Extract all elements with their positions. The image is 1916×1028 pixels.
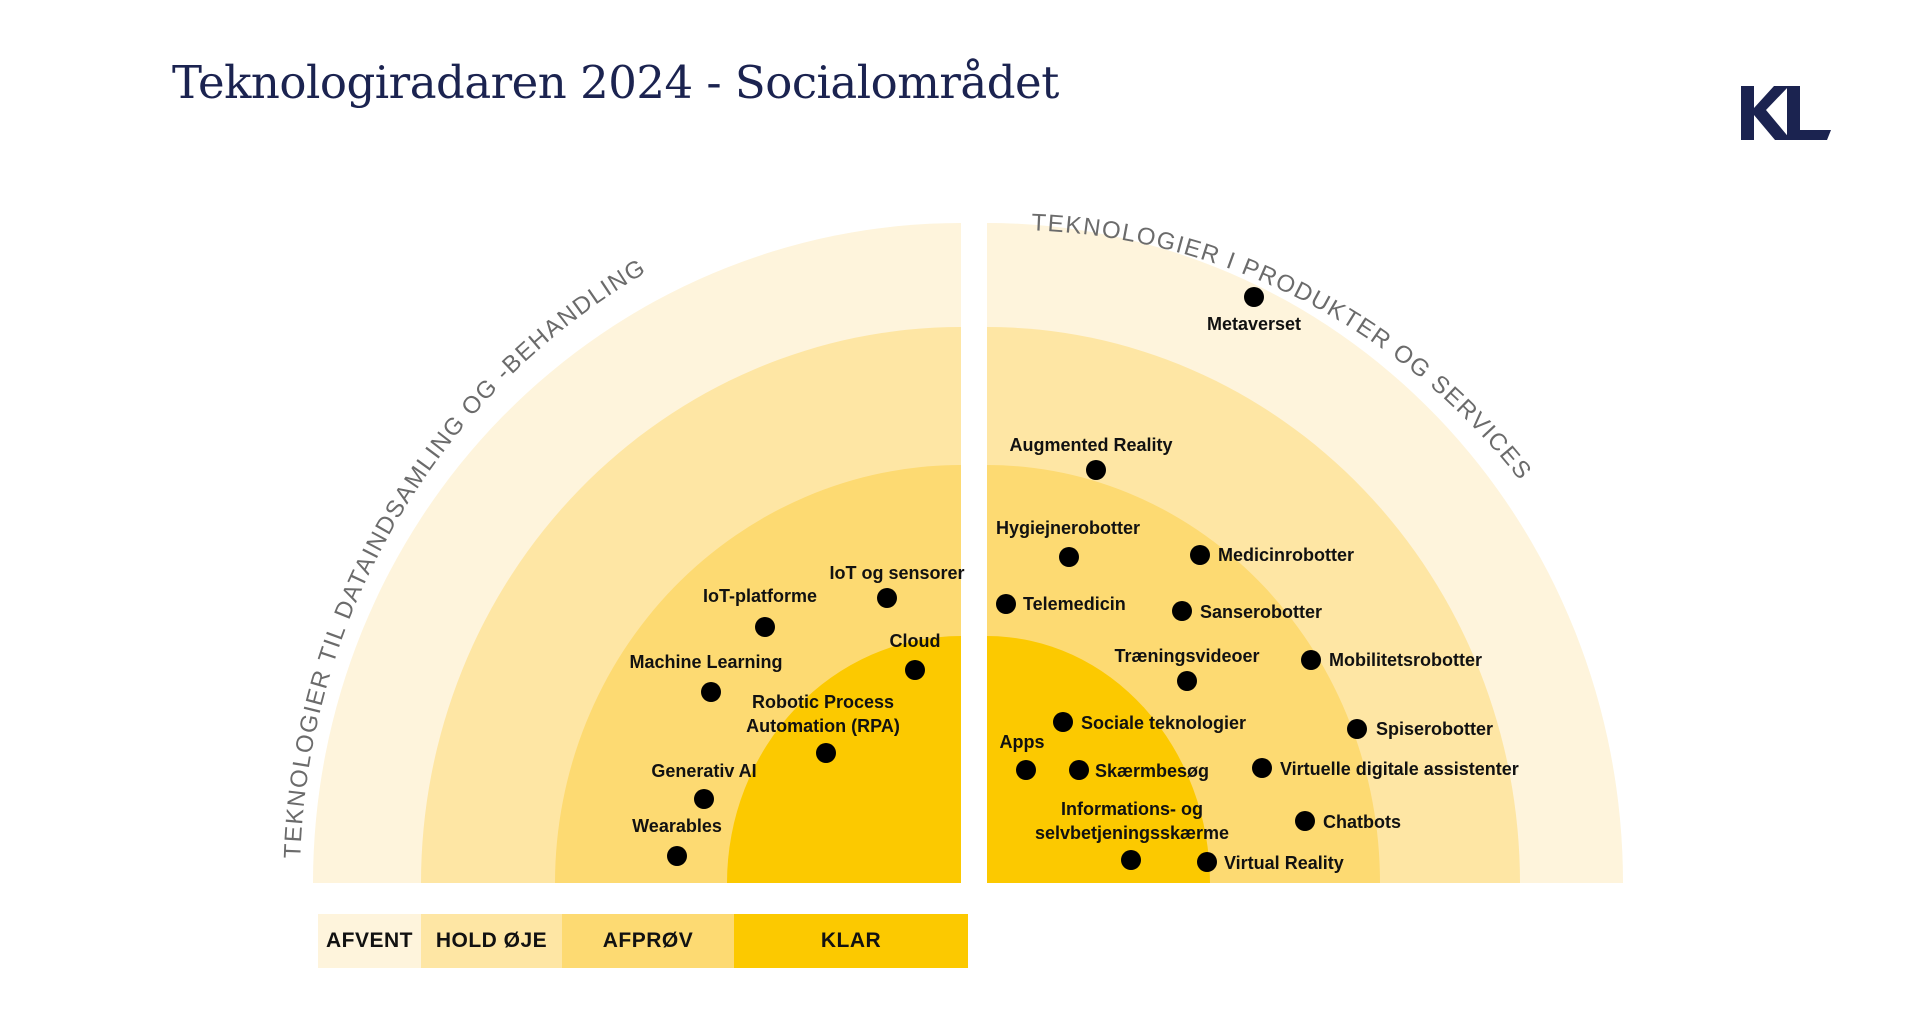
item-dot bbox=[1244, 287, 1264, 307]
logo-letter-l bbox=[1787, 86, 1831, 140]
radar-item: Virtual Reality bbox=[1197, 852, 1344, 873]
item-label: Sanserobotter bbox=[1200, 602, 1322, 622]
radar-item: Medicinrobotter bbox=[1190, 545, 1354, 565]
item-label: Machine Learning bbox=[629, 652, 782, 672]
radar-item: Spiserobotter bbox=[1347, 719, 1493, 739]
radar-item: Metaverset bbox=[1207, 287, 1301, 334]
item-dot bbox=[816, 743, 836, 763]
radar-item: Telemedicin bbox=[996, 594, 1126, 614]
radar-item: Robotic Process Automation (RPA) bbox=[746, 692, 900, 763]
item-label: IoT-platforme bbox=[703, 586, 817, 606]
item-dot bbox=[877, 588, 897, 608]
item-dot bbox=[667, 846, 687, 866]
item-label: Chatbots bbox=[1323, 812, 1401, 832]
item-label: Informations- og bbox=[1061, 799, 1203, 819]
item-label: Virtual Reality bbox=[1224, 853, 1344, 873]
radar-item: Generativ AI bbox=[651, 761, 757, 809]
item-label: Medicinrobotter bbox=[1218, 545, 1354, 565]
item-label: Augmented Reality bbox=[1009, 435, 1172, 455]
item-label: Robotic Process bbox=[752, 692, 894, 712]
item-label: IoT og sensorer bbox=[829, 563, 964, 583]
radar-item: Træningsvideoer bbox=[1114, 646, 1260, 691]
item-dot bbox=[1301, 650, 1321, 670]
ring-klar-left bbox=[727, 636, 961, 883]
radar-item: Sanserobotter bbox=[1172, 601, 1322, 622]
radar-item: Sociale teknologier bbox=[1053, 712, 1246, 733]
radar-item: Wearables bbox=[632, 816, 722, 866]
item-dot bbox=[1177, 671, 1197, 691]
item-label: selvbetjeningsskærme bbox=[1035, 823, 1229, 843]
ring-legend: AFVENT HOLD ØJE AFPRØV KLAR bbox=[318, 914, 968, 968]
item-dot bbox=[1121, 850, 1141, 870]
item-label: Sociale teknologier bbox=[1081, 713, 1246, 733]
item-dot bbox=[694, 789, 714, 809]
legend-afvent: AFVENT bbox=[318, 914, 421, 968]
legend-hold-oeje: HOLD ØJE bbox=[421, 914, 562, 968]
item-label: Cloud bbox=[890, 631, 941, 651]
item-label: Virtuelle digitale assistenter bbox=[1280, 759, 1519, 779]
item-label: Metaverset bbox=[1207, 314, 1301, 334]
item-dot bbox=[996, 594, 1016, 614]
radar-item: Cloud bbox=[890, 631, 941, 680]
item-label: Telemedicin bbox=[1023, 594, 1126, 614]
item-label: Wearables bbox=[632, 816, 722, 836]
item-label: Hygiejnerobotter bbox=[996, 518, 1140, 538]
kl-logo bbox=[1741, 86, 1831, 140]
item-dot bbox=[1190, 545, 1210, 565]
logo-letter-k bbox=[1741, 86, 1791, 140]
item-dot bbox=[1252, 758, 1272, 778]
radar-item: IoT-platforme bbox=[703, 586, 817, 637]
item-label: Automation (RPA) bbox=[746, 716, 900, 736]
radar-item: Virtuelle digitale assistenter bbox=[1252, 758, 1519, 779]
page-title: Teknologiradaren 2024 - Socialområdet bbox=[172, 56, 1059, 109]
item-label: Skærmbesøg bbox=[1095, 761, 1209, 781]
radar-item: Augmented Reality bbox=[1009, 435, 1173, 480]
radar-item: IoT og sensorer bbox=[829, 563, 965, 608]
item-dot bbox=[1295, 811, 1315, 831]
radar-item: Skærmbesøg bbox=[1069, 760, 1209, 781]
legend-afproev: AFPRØV bbox=[562, 914, 734, 968]
item-label: Træningsvideoer bbox=[1114, 646, 1259, 666]
item-dot bbox=[1059, 547, 1079, 567]
item-dot bbox=[1086, 460, 1106, 480]
radar-item: Chatbots bbox=[1295, 811, 1401, 832]
radar-item: Machine Learning bbox=[629, 652, 783, 702]
item-dot bbox=[1069, 760, 1089, 780]
item-label: Apps bbox=[1000, 732, 1045, 752]
radar-item: Informations- og selvbetjeningsskærme bbox=[1035, 799, 1229, 870]
item-dot bbox=[1016, 760, 1036, 780]
item-dot bbox=[905, 660, 925, 680]
item-dot bbox=[701, 682, 721, 702]
item-label: Generativ AI bbox=[651, 761, 756, 781]
item-dot bbox=[755, 617, 775, 637]
radar-item: Hygiejnerobotter bbox=[996, 518, 1140, 567]
radar-item: Mobilitetsrobotter bbox=[1301, 650, 1482, 670]
item-dot bbox=[1172, 601, 1192, 621]
radar-left-half bbox=[313, 223, 961, 883]
item-dot bbox=[1197, 852, 1217, 872]
item-dot bbox=[1347, 719, 1367, 739]
radar-items: IoT og sensorer IoT-platforme Cloud Machine… bbox=[629, 287, 1519, 873]
ring-klar-right bbox=[987, 636, 1210, 883]
legend-klar: KLAR bbox=[734, 914, 968, 968]
item-label: Mobilitetsrobotter bbox=[1329, 650, 1482, 670]
item-label: Spiserobotter bbox=[1376, 719, 1493, 739]
radar-item: Apps bbox=[1000, 732, 1045, 780]
item-dot bbox=[1053, 712, 1073, 732]
